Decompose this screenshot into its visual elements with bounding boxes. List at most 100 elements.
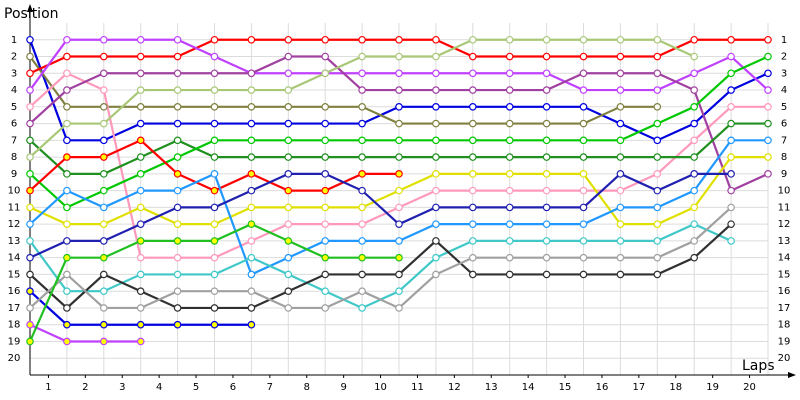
lap-marker <box>100 170 108 178</box>
lap-marker <box>210 52 219 61</box>
lap-marker <box>321 270 330 279</box>
lap-marker <box>505 119 514 128</box>
lap-marker <box>505 253 514 262</box>
lap-marker <box>542 253 551 262</box>
y-tick-label-right: 5 <box>781 102 787 113</box>
lap-marker <box>26 220 34 228</box>
lap-marker <box>432 203 440 212</box>
y-tick-label: 13 <box>8 236 21 247</box>
lap-marker <box>210 203 219 212</box>
lap-marker <box>395 35 403 44</box>
lap-marker <box>247 35 256 44</box>
lap-marker <box>136 136 145 145</box>
lap-marker <box>358 86 366 94</box>
y-tick-label-right: 19 <box>778 336 791 347</box>
y-tick-label: 5 <box>11 102 17 113</box>
lap-marker <box>247 320 256 329</box>
lap-marker <box>136 287 145 295</box>
lap-marker <box>468 86 477 94</box>
y-tick-label: 7 <box>11 135 17 146</box>
lap-marker <box>63 203 71 212</box>
lap-marker <box>136 270 145 279</box>
y-tick-label-right: 15 <box>778 269 791 280</box>
lap-marker <box>727 35 735 44</box>
lap-marker <box>690 103 699 111</box>
lap-marker <box>100 119 108 128</box>
lap-marker <box>284 153 293 161</box>
lap-marker <box>136 304 145 312</box>
lap-marker <box>764 35 772 44</box>
lap-marker <box>210 69 219 78</box>
lap-marker <box>505 220 514 228</box>
x-tick-label: 13 <box>485 382 498 393</box>
lap-marker <box>653 136 662 145</box>
lap-marker <box>63 170 71 178</box>
lap-marker <box>727 186 735 195</box>
lap-marker <box>210 86 219 94</box>
lap-marker <box>136 170 145 178</box>
lap-marker <box>468 119 477 128</box>
lap-marker <box>63 86 71 94</box>
lap-marker <box>579 69 588 78</box>
lap-marker <box>321 287 330 295</box>
lap-marker <box>63 287 71 295</box>
lap-marker <box>542 86 551 94</box>
y-axis-label: Position <box>4 6 59 22</box>
lap-marker <box>764 86 772 94</box>
lap-marker <box>432 186 440 195</box>
lap-marker <box>468 52 477 61</box>
lap-marker <box>542 186 551 195</box>
y-tick-label: 8 <box>11 152 17 163</box>
lap-marker <box>542 270 551 279</box>
lap-marker <box>136 253 145 262</box>
lap-marker <box>358 170 366 178</box>
lap-marker <box>616 119 625 128</box>
lap-marker <box>210 186 219 195</box>
lap-marker <box>173 270 182 279</box>
lap-marker <box>468 253 477 262</box>
series-line <box>29 206 732 310</box>
lap-marker <box>210 320 219 329</box>
lap-marker <box>690 237 699 245</box>
lap-marker <box>100 52 108 61</box>
lap-marker <box>284 270 293 279</box>
y-tick-label: 11 <box>8 202 21 213</box>
x-tick-label: 20 <box>743 382 756 393</box>
lap-marker <box>395 304 403 312</box>
y-tick-label-right: 10 <box>778 186 791 197</box>
lap-marker <box>653 170 662 178</box>
lap-marker <box>505 86 514 94</box>
lap-marker <box>63 153 71 161</box>
lap-marker <box>358 52 366 61</box>
lap-marker <box>26 287 34 295</box>
lap-marker <box>26 270 34 279</box>
lap-marker <box>579 203 588 212</box>
y-tick-label-right: 2 <box>781 52 787 63</box>
lap-marker <box>26 69 34 78</box>
y-tick-label-right: 8 <box>781 152 787 163</box>
lap-marker <box>247 170 256 178</box>
lap-marker <box>616 35 625 44</box>
lap-marker <box>63 69 71 78</box>
lap-marker <box>432 136 440 145</box>
lap-marker <box>210 153 219 161</box>
lap-marker <box>432 52 440 61</box>
lap-marker <box>579 170 588 178</box>
lap-marker <box>321 186 330 195</box>
x-tick-label: 9 <box>340 382 346 393</box>
lap-marker <box>247 153 256 161</box>
lap-marker <box>284 52 293 61</box>
x-tick-label: 12 <box>448 382 461 393</box>
lap-marker <box>284 103 293 111</box>
x-tick-label: 19 <box>706 382 719 393</box>
lap-marker <box>173 52 182 61</box>
lap-marker <box>505 52 514 61</box>
y-tick-label-right: 20 <box>778 353 791 364</box>
lap-marker <box>321 52 330 61</box>
lap-marker <box>358 103 366 111</box>
lap-marker <box>358 270 366 279</box>
lap-marker <box>210 270 219 279</box>
x-tick-label: 18 <box>669 382 682 393</box>
lap-marker <box>764 103 772 111</box>
lap-marker <box>468 203 477 212</box>
